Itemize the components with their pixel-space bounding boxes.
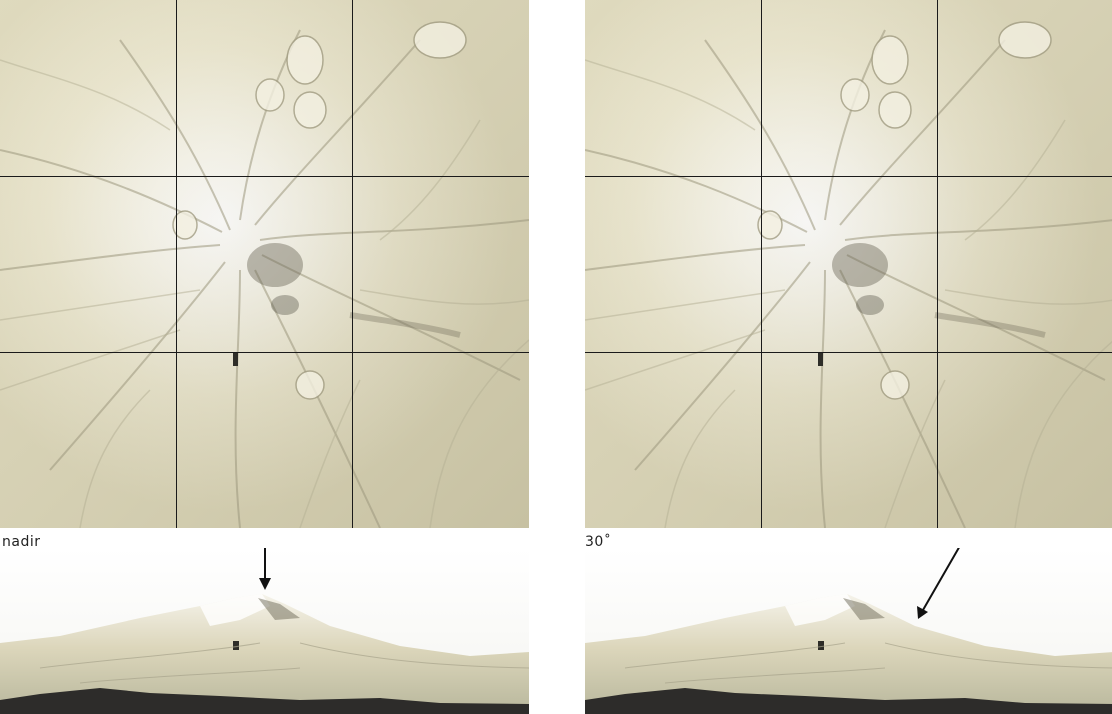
- oblique-mountain-profile: [585, 548, 1112, 714]
- nadir-view-arrow: [259, 548, 271, 590]
- nadir-label: nadir: [2, 534, 41, 550]
- oblique-view-arrow: [917, 548, 960, 619]
- oblique-angle-label: 30˚: [585, 534, 612, 550]
- nadir-mountain-profile: [0, 548, 529, 714]
- oblique-terrain-map: [585, 0, 1112, 528]
- nadir-terrain-map: [0, 0, 529, 528]
